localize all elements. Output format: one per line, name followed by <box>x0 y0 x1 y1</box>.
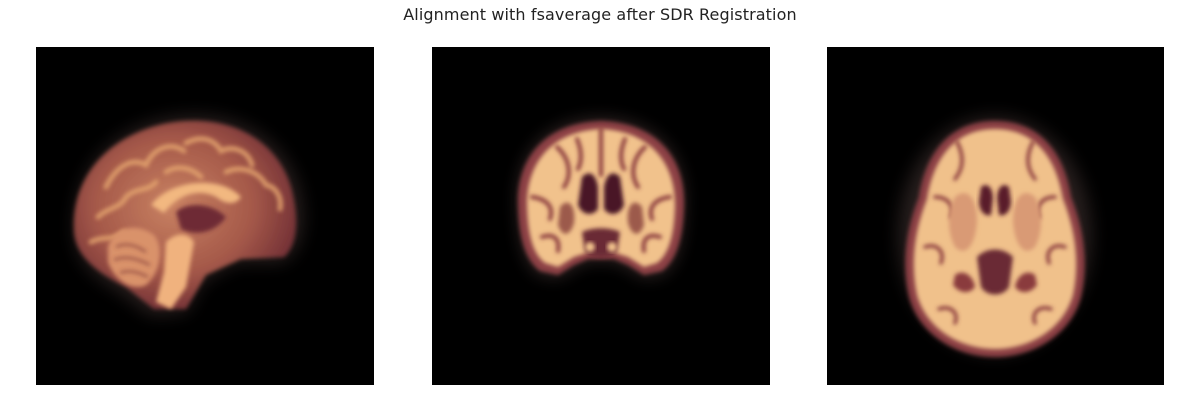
sagittal-brain-illustration <box>73 116 303 315</box>
coronal-brain-illustration <box>516 117 686 279</box>
axial-brain-illustration <box>899 117 1091 357</box>
coronal-slice-image <box>432 47 770 385</box>
axial-slice-image <box>827 47 1164 385</box>
sagittal-slice-image <box>36 47 374 385</box>
figure-title: Alignment with fsaverage after SDR Regis… <box>403 5 797 24</box>
